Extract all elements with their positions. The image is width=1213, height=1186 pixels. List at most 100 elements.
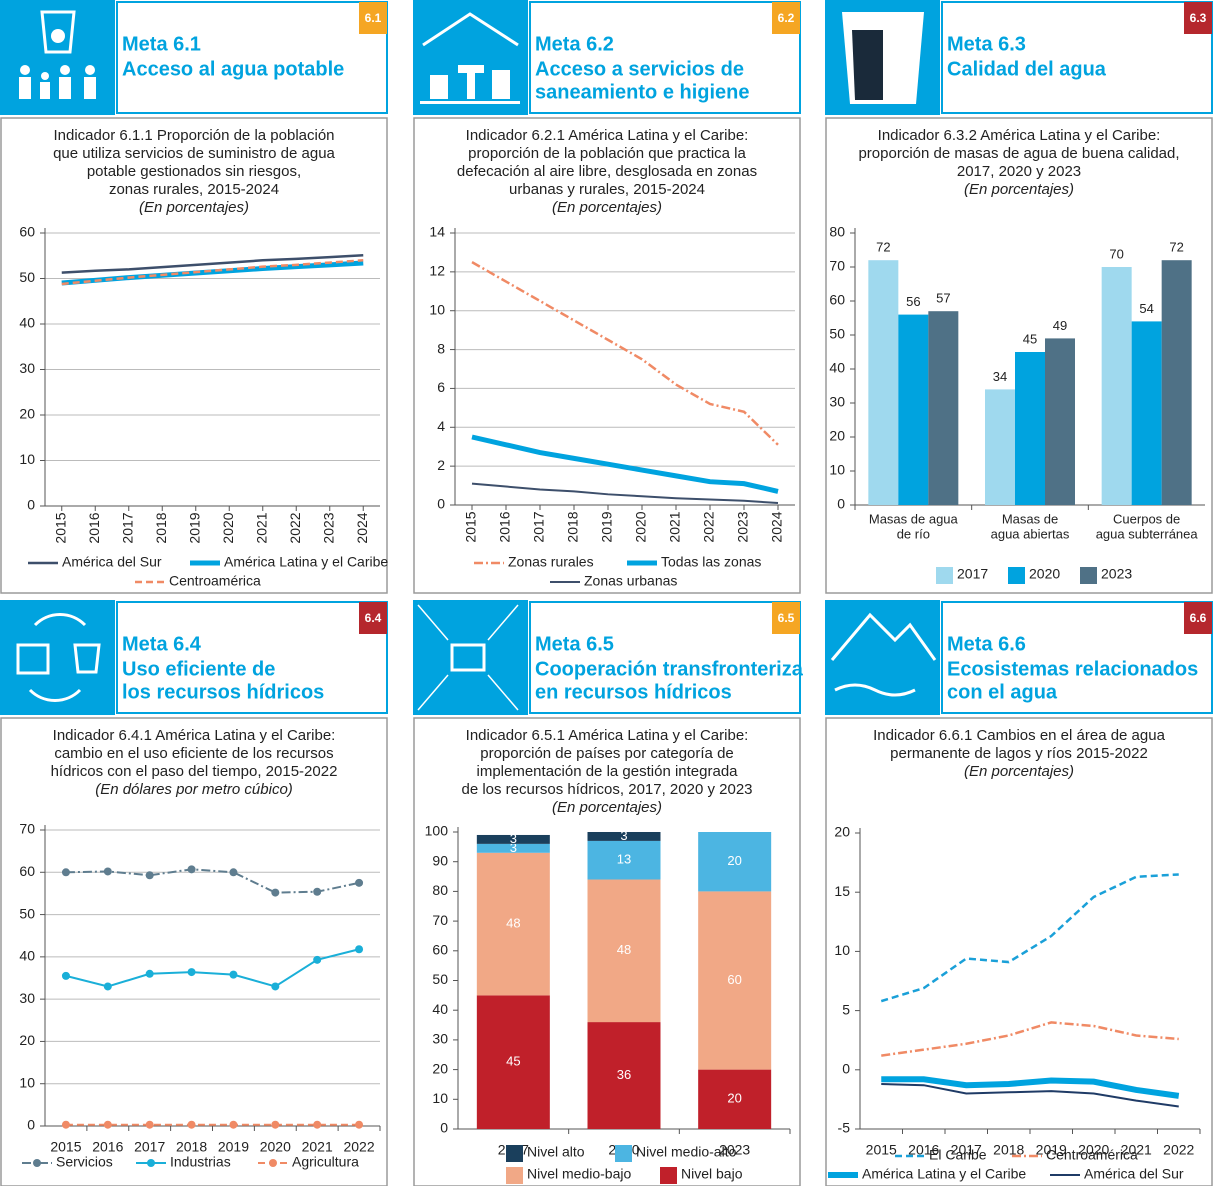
x-tick-label: agua subterránea [1096,526,1199,541]
x-tick-label: 2017 [531,511,547,542]
marker [313,956,321,964]
marker [62,1121,70,1129]
y-tick-label: 2 [437,457,445,473]
y-tick-label: 8 [437,340,445,356]
data-label: 20 [727,853,741,868]
x-tick-label: 2021 [302,1139,333,1155]
y-tick-label: 0 [27,1117,35,1133]
data-label: 45 [1023,331,1037,346]
chart-title: implementación de la gestión integrada [477,763,739,780]
x-tick-label: Masas de [1002,511,1058,526]
bar [1102,267,1132,505]
y-tick-label: 40 [829,360,845,376]
page: 6.1Meta 6.1Acceso al agua potable6.2Meta… [0,0,1213,1186]
y-tick-label: 12 [429,263,445,279]
line-series [881,1079,1179,1096]
y-tick-label: 60 [829,292,845,308]
line-series [472,437,778,491]
x-tick-label: 2018 [153,512,169,543]
x-tick-label: 2024 [769,511,785,542]
legend-label: América del Sur [1084,1166,1184,1182]
chart-subtitle: (En porcentajes) [552,799,662,816]
legend-swatch [1080,567,1097,584]
marker [355,1121,363,1129]
legend-label: Zonas rurales [508,554,594,570]
y-tick-label: 20 [834,824,850,840]
legend-swatch [615,1145,632,1162]
x-tick-label: 2015 [52,512,68,543]
legend-label: Agricultura [292,1154,359,1170]
chart-title: de los recursos hídricos, 2017, 2020 y 2… [461,781,752,798]
y-tick-label: 80 [432,882,448,898]
legend-swatch [506,1167,523,1184]
legend-swatch [1008,567,1025,584]
y-tick-label: 0 [437,496,445,512]
y-tick-label: 20 [19,1032,35,1048]
goal-title: Cooperación transfronteriza [535,658,804,680]
chart-subtitle: (En dólares por metro cúbico) [95,781,293,798]
x-tick-label: 2018 [565,511,581,542]
data-label: 48 [617,942,631,957]
y-tick-label: 20 [829,428,845,444]
goal-meta: Meta 6.3 [947,33,1026,55]
y-tick-label: 0 [440,1120,448,1136]
data-label: 54 [1139,301,1153,316]
y-tick-label: 50 [19,269,35,285]
marker [188,865,196,873]
x-tick-label: 2018 [176,1139,207,1155]
marker [271,889,279,897]
y-tick-label: 90 [432,852,448,868]
y-tick-label: -5 [838,1120,851,1136]
data-label: 34 [993,369,1007,384]
y-tick-label: 30 [19,360,35,376]
marker [355,879,363,887]
data-label: 3 [510,831,517,846]
legend-label: 2020 [1029,566,1060,582]
y-tick-label: 5 [842,1001,850,1017]
chart-title: que utiliza servicios de suministro de a… [53,145,335,162]
y-tick-label: 20 [19,406,35,422]
line-series [472,484,778,503]
goal-title: Ecosistemas relacionados [947,658,1198,680]
x-tick-label: 2016 [92,1139,123,1155]
goal-title: los recursos hídricos [122,681,324,703]
x-tick-label: 2022 [343,1139,374,1155]
y-tick-label: 50 [432,971,448,987]
chart-title: Indicador 6.4.1 América Latina y el Cari… [53,727,336,744]
chart-subtitle: (En porcentajes) [964,763,1074,780]
y-tick-label: 60 [19,863,35,879]
goal-badge-label: 6.5 [778,611,795,625]
data-label: 45 [506,1054,520,1069]
legend-swatch [506,1145,523,1162]
goal-meta: Meta 6.1 [122,33,201,55]
data-label: 48 [506,916,520,931]
goal-title: Acceso a servicios de [535,58,744,80]
bar [1015,352,1045,505]
legend-swatch [33,1159,41,1167]
x-tick-label: 2022 [1163,1142,1194,1158]
goal-title: Acceso al agua potable [122,58,344,80]
data-label: 57 [936,291,950,306]
x-tick-label: 2023 [320,512,336,543]
marker [355,945,363,953]
marker [229,1121,237,1129]
icon [51,29,65,43]
y-tick-label: 4 [437,418,445,434]
goal-badge-label: 6.2 [778,11,795,25]
legend-label: Centroamérica [1046,1147,1138,1163]
goal-meta: Meta 6.5 [535,633,614,655]
data-label: 56 [906,294,920,309]
marker [104,1121,112,1129]
x-tick-label: 2020 [220,512,236,543]
x-tick-label: 2023 [735,511,751,542]
data-label: 60 [727,972,741,987]
y-tick-label: 30 [829,394,845,410]
legend-label: 2023 [1101,566,1132,582]
x-tick-label: 2017 [119,512,135,543]
goal-badge-label: 6.6 [1190,611,1207,625]
x-tick-label: 2019 [186,512,202,543]
x-tick-label: 2016 [497,511,513,542]
goal-title: Uso eficiente de [122,658,275,680]
x-tick-label: 2017 [134,1139,165,1155]
chart-title: Indicador 6.5.1 América Latina y el Cari… [466,727,749,744]
